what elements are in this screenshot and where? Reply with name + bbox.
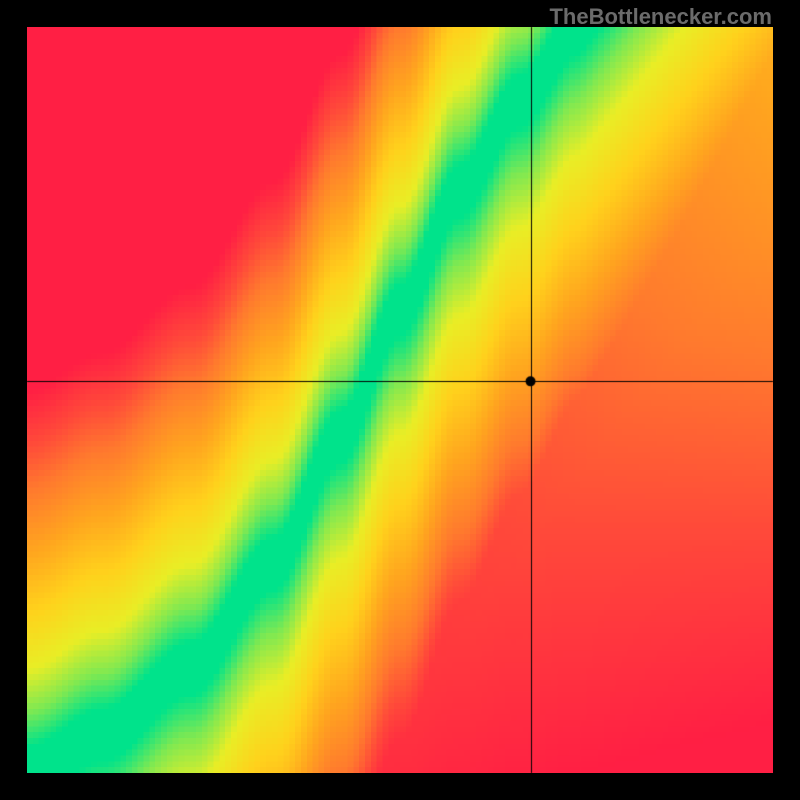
chart-container: TheBottlenecker.com <box>0 0 800 800</box>
bottleneck-heatmap <box>27 27 773 773</box>
watermark-text: TheBottlenecker.com <box>549 4 772 30</box>
